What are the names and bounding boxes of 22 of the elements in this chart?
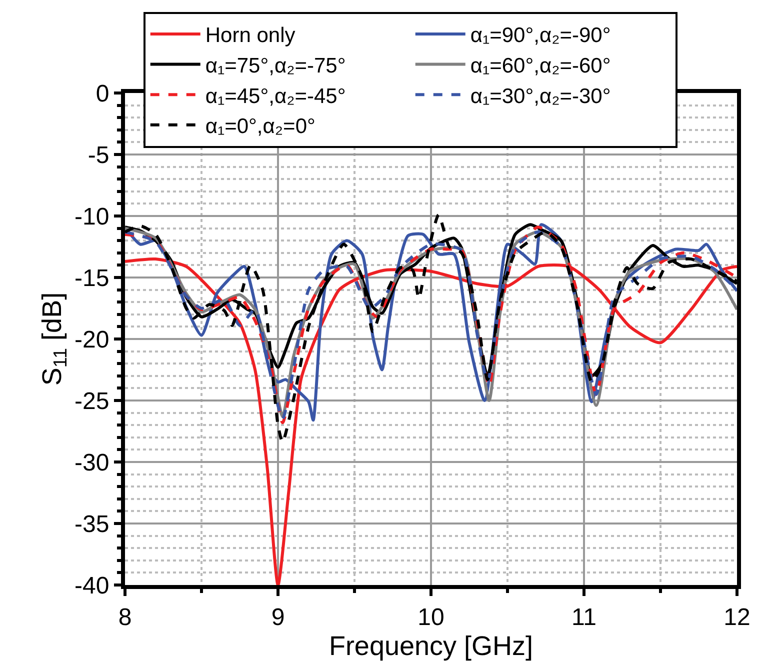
legend-label: α₁=60°,α₂=-60° [470,54,611,78]
legend-label: α₁=30°,α₂=-30° [470,84,611,108]
x-axis-title: Frequency [GHz] [328,630,534,661]
x-tick-label: 10 [418,604,444,631]
x-tick-label: 9 [271,604,285,631]
y-tick-label: -25 [74,388,110,415]
legend-label: Horn only [205,24,296,48]
x-tick-label: 8 [118,604,132,631]
legend-label: α₁=0°,α₂=0° [205,115,316,138]
x-tick-label: 12 [724,604,750,631]
y-tick-label: -5 [88,142,110,169]
y-tick-label: -20 [74,326,110,354]
legend-label: α₁=90°,α₂=-90° [470,24,611,48]
y-tick-label: -35 [74,510,110,538]
y-tick-label: -40 [74,572,110,600]
x-tick-label: 11 [572,604,596,631]
y-tick-label: -15 [74,264,110,292]
legend-label: α₁=75°,α₂=-75° [205,54,346,78]
y-tick-label: 0 [96,80,110,108]
y-tick-label: -30 [74,449,110,476]
legend-label: α₁=45°,α₂=-45° [205,84,346,108]
y-tick-label: -10 [74,203,110,230]
